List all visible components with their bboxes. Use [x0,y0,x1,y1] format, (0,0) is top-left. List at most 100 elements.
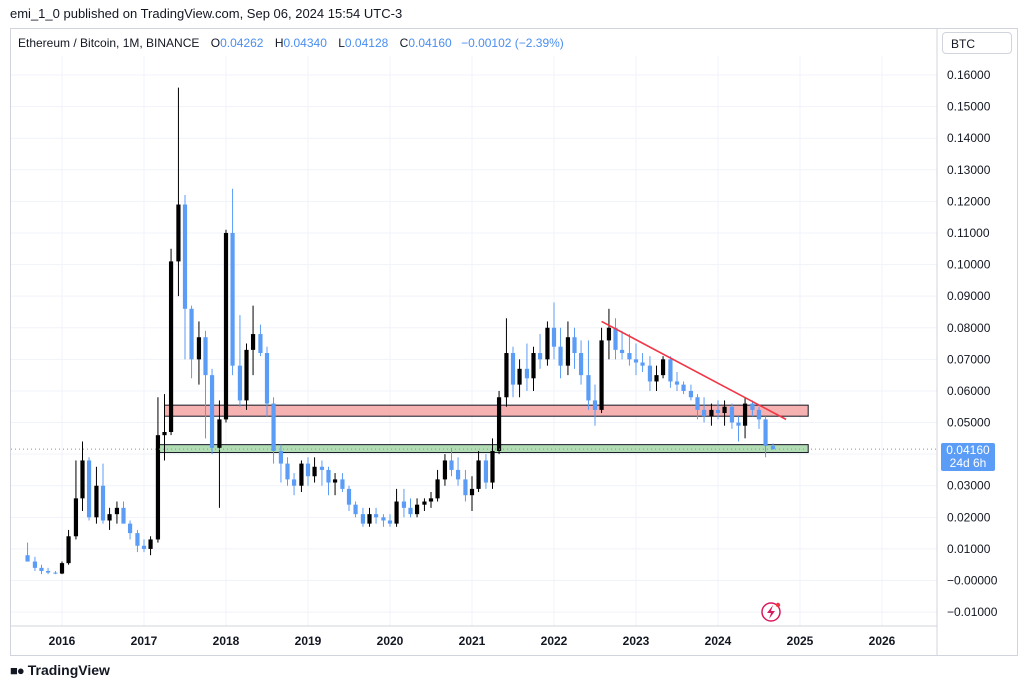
lightning-event-dot [775,602,781,608]
y-tick-label: 0.13000 [947,163,991,177]
candle-body [32,561,38,568]
low-value: 0.04128 [344,36,389,50]
candle-body [660,359,666,376]
candle-body [463,479,468,496]
candle-body [176,204,181,262]
y-tick-label: 0.02000 [947,510,991,524]
candle-body [729,406,735,423]
candle-body [299,463,304,486]
x-tick-label: 2018 [213,634,240,648]
candle-body [39,567,44,572]
overlays [11,320,937,622]
price-axis-labels: 0.16000 0.15000 0.14000 0.13000 0.12000 0.110… [947,68,998,619]
candle-body [709,409,714,417]
candle-body [435,479,440,499]
candle-body [59,563,65,574]
candle-body [647,365,653,382]
candle-body [86,460,92,518]
y-tick-label: 0.15000 [947,100,991,114]
candle-body [373,514,379,518]
tradingview-logo-icon: ■● [10,662,25,678]
candle-body [517,368,522,385]
candle-body [353,504,358,515]
candle-body [455,469,461,480]
candle-body [381,517,386,521]
candle-body [586,375,591,401]
candle-body [100,485,106,521]
candle-body [401,501,407,508]
candle-body [633,359,639,363]
candle-body [94,485,99,518]
candle-body [209,375,215,448]
candle-body [332,479,338,483]
candle-body [203,337,208,376]
candle-body [668,359,673,382]
y-tick-label: −0.00000 [947,574,998,588]
axis-lines [10,28,938,656]
candle-body [613,327,618,350]
candle-body [340,479,345,489]
y-tick-label: 0.10000 [947,258,991,272]
x-tick-label: 2026 [869,634,896,648]
candle-body [367,514,372,524]
y-tick-label: 0.09000 [947,289,991,303]
close-label: C [399,36,409,50]
candle-body [271,403,276,451]
candle-body [73,498,79,537]
candle-body [360,514,366,524]
candle-body [230,232,235,366]
candle-body [565,337,571,366]
current-price-tag: 0.04160 24d 6h [941,443,995,471]
candle-body [258,334,263,354]
candle-body [53,572,58,574]
tradingview-logo[interactable]: ■● TradingView [10,662,110,678]
candle-body [127,523,133,534]
candle-body [592,400,598,410]
candle-body [162,432,167,436]
y-tick-label: 0.01000 [947,542,991,556]
y-tick-label: 0.14000 [947,131,991,145]
candles [25,87,776,575]
x-tick-label: 2016 [49,634,76,648]
candle-body [496,397,502,451]
x-tick-label: 2019 [295,634,322,648]
candle-body [189,308,194,360]
x-tick-label: 2022 [541,634,568,648]
candle-body [770,445,776,450]
candle-body [736,422,741,426]
x-tick-label: 2023 [623,634,650,648]
candle-body [168,261,174,433]
candle-body [483,460,489,483]
candle-body [394,501,399,524]
y-tick-label: 0.03000 [947,479,991,493]
candle-body [476,460,481,489]
ohlc-legend: Ethereum / Bitcoin, 1M, BINANCE O0.04262… [18,36,564,50]
candle-body [722,406,727,414]
bar-countdown: 24d 6h [949,456,987,470]
chart-frame [10,28,1018,656]
time-axis-labels: 2016 2017 2018 2019 2020 2021 2022 2023 2024 2025… [49,634,896,648]
candle-body [408,507,413,515]
y-tick-label: 0.06000 [947,384,991,398]
candle-body [291,479,297,486]
candle-body [422,501,427,505]
candle-body [264,353,270,404]
candle-body [80,460,85,499]
candle-body [537,353,543,360]
candle-body [606,327,612,341]
candle-body [531,353,536,379]
currency-unit-button[interactable]: BTC [942,32,1012,54]
y-tick-label: 0.08000 [947,321,991,335]
candle-body [681,384,686,391]
candle-body [182,204,188,309]
candle-body [449,460,454,470]
candle-body [695,397,700,410]
symbol-name: Ethereum / Bitcoin, 1M, BINANCE [18,36,200,50]
candle-body [135,533,140,546]
x-tick-label: 2021 [459,634,486,648]
candle-body [326,469,331,483]
candle-body [627,353,632,360]
candle-body [250,334,256,350]
open-value: 0.04262 [220,36,264,50]
